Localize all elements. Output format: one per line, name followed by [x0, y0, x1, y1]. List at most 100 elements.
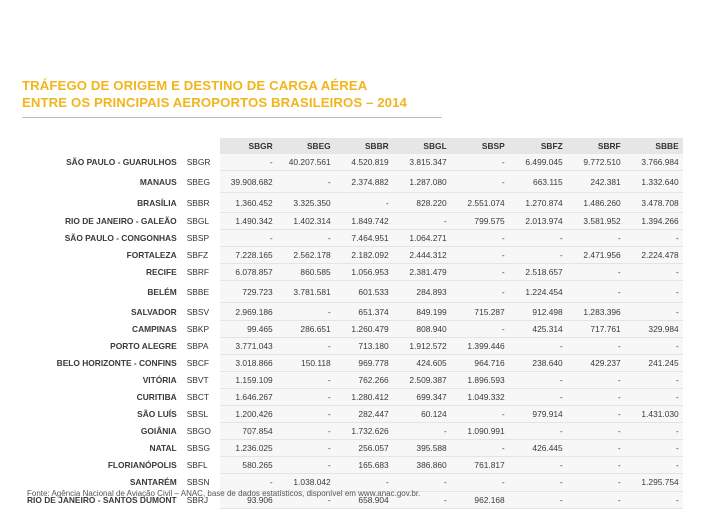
airport-code-label: SBFZ: [186, 250, 209, 261]
cargo-value-cell: 6.078.857: [219, 263, 277, 282]
cargo-value-cell: 3.018.866: [219, 354, 277, 372]
cargo-value-cell: 1.260.479: [334, 320, 393, 338]
cargo-value-cell: 1.360.452: [219, 192, 277, 214]
table-row: BRASÍLIA SBBR 1.360.452 3.325.350-828.220 2.…: [27, 192, 683, 214]
page-title: TRÁFEGO DE ORIGEM E DESTINO DE CARGA AÉR…: [22, 77, 552, 111]
cargo-value-cell: -: [334, 473, 393, 492]
airport-city-label: CAMPINAS: [132, 323, 177, 334]
cargo-value-cell: 256.057: [334, 439, 393, 458]
cargo-value-cell: 3.478.708: [624, 192, 683, 214]
cargo-value-cell: 395.588: [392, 439, 451, 458]
airport-city-label: BELÉM: [147, 286, 177, 297]
cargo-value-cell: -: [566, 388, 625, 407]
cargo-value-cell: 1.295.754: [624, 473, 683, 492]
airport-code-label: SBRF: [186, 267, 210, 278]
cargo-value-cell: 429.237: [566, 354, 625, 372]
cargo-value-cell: 238.640: [508, 354, 567, 372]
title-line-1: TRÁFEGO DE ORIGEM E DESTINO DE CARGA AÉR…: [22, 78, 368, 93]
cargo-value-cell: 1.402.314: [276, 212, 335, 231]
table-row: SÃO PAULO - GUARULHOS SBGR -40.207.561 4.52…: [27, 154, 683, 172]
column-header: SBEG: [276, 138, 335, 154]
airport-city-label: GOIÂNIA: [140, 426, 177, 437]
airport-city-label: BELO HORIZONTE - CONFINS: [56, 357, 177, 368]
cargo-value-cell: -: [566, 473, 625, 492]
cargo-value-cell: -: [508, 388, 567, 407]
cargo-value-cell: -: [219, 229, 277, 248]
cargo-value-cell: 1.849.742: [334, 212, 393, 231]
cargo-value-cell: -: [392, 473, 451, 492]
cargo-value-cell: 3.781.581: [276, 280, 335, 304]
cargo-value-cell: 1.912.572: [392, 337, 451, 355]
column-header: SBGR: [219, 138, 277, 154]
table-row: BELÉM SBBE 729.723 3.781.581 601.533 284.893-…: [27, 280, 683, 304]
cargo-value-cell: 860.585: [276, 263, 335, 282]
cargo-value-cell: -: [566, 422, 625, 441]
cargo-value-cell: 1.159.109: [219, 371, 277, 389]
cargo-value-cell: 762.266: [334, 371, 393, 389]
airport-code-label: SBCT: [186, 391, 210, 402]
cargo-value-cell: -: [566, 491, 625, 509]
cargo-value-cell: 699.347: [392, 388, 451, 407]
table-row: CAMPINAS SBKP 99.465 286.651 1.260.479 808.94…: [27, 320, 683, 338]
cargo-value-cell: 2.509.387: [392, 371, 451, 389]
cargo-value-cell: 2.182.092: [334, 246, 393, 265]
source-note: Fonte: Agência Nacional de Aviação Civil…: [27, 489, 421, 498]
cargo-value-cell: 828.220: [392, 192, 451, 214]
title-divider: [22, 117, 442, 118]
cargo-value-cell: 580.265: [219, 456, 277, 475]
cargo-value-cell: -: [450, 170, 509, 194]
cargo-value-cell: -: [334, 192, 393, 214]
header-spacer: [27, 138, 183, 154]
cargo-value-cell: -: [276, 302, 335, 321]
cargo-value-cell: 7.464.951: [334, 229, 393, 248]
cargo-value-cell: 1.283.396: [566, 302, 625, 321]
cargo-value-cell: -: [508, 229, 567, 248]
cargo-value-cell: 1.490.342: [219, 212, 277, 231]
airport-code-label: SBSN: [186, 477, 210, 488]
cargo-value-cell: 1.280.412: [334, 388, 393, 407]
table-row: VITÓRIA SBVT 1.159.109-762.266 2.509.387 1.8…: [27, 371, 683, 389]
cargo-value-cell: 165.683: [334, 456, 393, 475]
cargo-value-cell: 282.447: [334, 405, 393, 424]
cargo-value-cell: 849.199: [392, 302, 451, 321]
cargo-value-cell: -: [624, 388, 683, 407]
airport-city-label: FLORIANÓPOLIS: [107, 460, 177, 471]
cargo-value-cell: 663.115: [508, 170, 567, 194]
cargo-value-cell: 60.124: [392, 405, 451, 424]
airport-code-label: SBSV: [186, 306, 210, 317]
cargo-value-cell: 286.651: [276, 320, 335, 338]
table-body: SÃO PAULO - GUARULHOS SBGR - 40.207.561 4.52…: [27, 154, 683, 509]
cargo-value-cell: 40.207.561: [276, 154, 335, 172]
cargo-value-cell: 424.605: [392, 354, 451, 372]
airport-city-label: VITÓRIA: [142, 374, 177, 385]
cargo-value-cell: 1.332.640: [624, 170, 683, 194]
cargo-value-cell: -: [508, 456, 567, 475]
column-header: SBBE: [624, 138, 683, 154]
airport-code-label: SBSG: [186, 443, 210, 454]
cargo-value-cell: -: [624, 371, 683, 389]
cargo-value-cell: 761.817: [450, 456, 509, 475]
cargo-value-cell: 426.445: [508, 439, 567, 458]
cargo-value-cell: -: [392, 491, 451, 509]
table-row: FORTALEZA SBFZ 7.228.165 2.562.178 2.182.092…: [27, 246, 683, 265]
airport-city-label: PORTO ALEGRE: [110, 340, 177, 351]
table-row: GOIÂNIA SBGO 707.854-1.732.626-1.090.991- -…: [27, 422, 683, 441]
cargo-value-cell: 799.575: [450, 212, 509, 231]
airport-code-label: SBVT: [186, 374, 209, 385]
cargo-value-cell: -: [276, 456, 335, 475]
cargo-value-cell: 1.236.025: [219, 439, 277, 458]
cargo-value-cell: 2.551.074: [450, 192, 509, 214]
cargo-value-cell: 2.013.974: [508, 212, 567, 231]
cargo-value-cell: 601.533: [334, 280, 393, 304]
cargo-value-cell: -: [450, 280, 509, 304]
cargo-value-cell: 707.854: [219, 422, 277, 441]
cargo-value-cell: -: [508, 473, 567, 492]
cargo-value-cell: 1.394.266: [624, 212, 683, 231]
cargo-value-cell: 99.465: [219, 320, 277, 338]
cargo-value-cell: -: [508, 337, 567, 355]
cargo-value-cell: 242.381: [566, 170, 625, 194]
airport-code-label: SBRJ: [186, 494, 209, 505]
airport-code-label: SBBE: [186, 286, 210, 297]
cargo-value-cell: -: [566, 456, 625, 475]
cargo-value-cell: -: [624, 491, 683, 509]
